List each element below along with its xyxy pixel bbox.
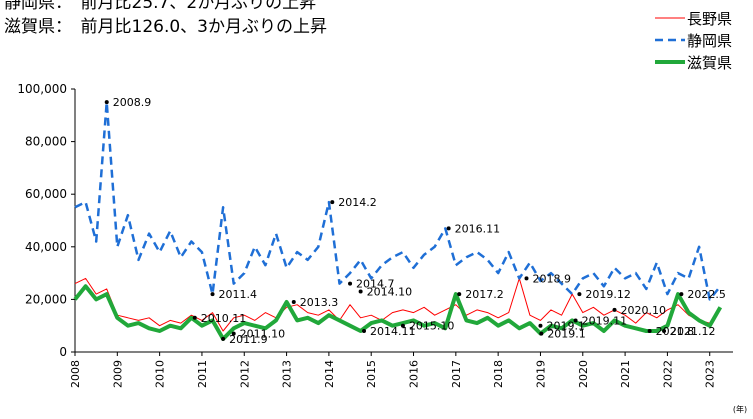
annotation-dot [348, 281, 353, 286]
annotation-dot [210, 292, 215, 297]
annotation-dot [192, 315, 197, 320]
annotation-dot [524, 276, 529, 281]
header-line: 滋賀県： 前月比126.0、3か月ぶりの上昇 [4, 17, 327, 37]
annotation: 2010.11 [201, 312, 247, 325]
annotation: 2011.4 [219, 288, 258, 301]
annotation: 2018.9 [533, 272, 572, 285]
x-tick-label: 2020 [577, 360, 590, 388]
x-tick-label: 2016 [408, 360, 421, 388]
annotation: 2013.3 [300, 296, 339, 309]
annotation: 2017.2 [465, 288, 504, 301]
annotation-dot [662, 328, 667, 333]
x-axis-unit: (年) [733, 404, 747, 414]
annotation-dot [400, 323, 405, 328]
x-tick-label: 2014 [323, 360, 336, 388]
y-tick-label: 60,000 [25, 187, 67, 201]
annotation-dot [446, 226, 451, 231]
annotation-dot [221, 336, 226, 341]
annotation-dot [577, 292, 582, 297]
annotation: 2019.11 [582, 314, 628, 327]
x-tick-label: 2013 [281, 360, 294, 388]
annotation-dot [679, 292, 684, 297]
annotation: 2014.2 [338, 196, 377, 209]
header-line: 静岡県： 前月比25.7、2か月ぶりの上昇 [4, 0, 317, 13]
annotation: 2021.8 [656, 325, 695, 338]
x-tick-label: 2021 [619, 360, 632, 388]
annotation-dot [231, 331, 236, 336]
annotation-dot [573, 318, 578, 323]
line-series [74, 100, 722, 301]
x-tick-label: 2012 [238, 360, 251, 388]
y-tick-label: 100,000 [17, 82, 67, 96]
x-tick-label: 2015 [365, 360, 378, 388]
legend-label: 静岡県 [687, 32, 732, 50]
x-tick-label: 2008 [69, 360, 82, 388]
annotation: 2016.11 [455, 222, 501, 235]
annotation: 2019.1 [547, 328, 586, 341]
annotation: 2011.10 [240, 328, 286, 341]
annotation: 2014.10 [367, 286, 413, 299]
y-tick-label: 40,000 [25, 240, 67, 254]
annotation: 2011.9 [229, 333, 268, 346]
annotation: 2014.7 [356, 278, 395, 291]
y-tick-label: 80,000 [25, 135, 67, 149]
annotation: 2014.11 [370, 325, 416, 338]
annotation: 2021.12 [670, 325, 716, 338]
y-tick-label: 20,000 [25, 292, 67, 306]
annotation-dot [457, 292, 462, 297]
annotation-dot [358, 289, 363, 294]
x-tick-label: 2009 [111, 360, 124, 388]
annotation: 2008.9 [113, 96, 151, 109]
annotation: 2015.10 [409, 320, 455, 333]
legend-label: 長野県 [687, 10, 732, 28]
x-tick-label: 2011 [196, 360, 209, 388]
annotation-dot [291, 300, 296, 305]
annotation-dot [612, 307, 617, 312]
x-tick-label: 2010 [154, 360, 167, 388]
x-tick-label: 2018 [492, 360, 505, 388]
annotation-dot [362, 328, 367, 333]
annotation-dot [104, 100, 109, 105]
annotation: 2022.5 [687, 288, 726, 301]
x-tick-label: 2017 [450, 360, 463, 388]
x-tick-label: 2023 [704, 360, 717, 388]
annotation-dot [647, 328, 652, 333]
x-tick-label: 2019 [534, 360, 547, 388]
annotation-dot [330, 200, 335, 205]
annotation: 2020.10 [621, 304, 667, 317]
annotation: 2019.12 [585, 288, 631, 301]
annotation-dot [538, 323, 543, 328]
x-tick-label: 2022 [661, 360, 674, 388]
legend-label: 滋賀県 [687, 54, 732, 72]
y-tick-label: 0 [59, 345, 67, 359]
line-series [73, 284, 723, 341]
annotation-dot [539, 331, 544, 336]
annotation: 2019.1 [546, 320, 585, 333]
